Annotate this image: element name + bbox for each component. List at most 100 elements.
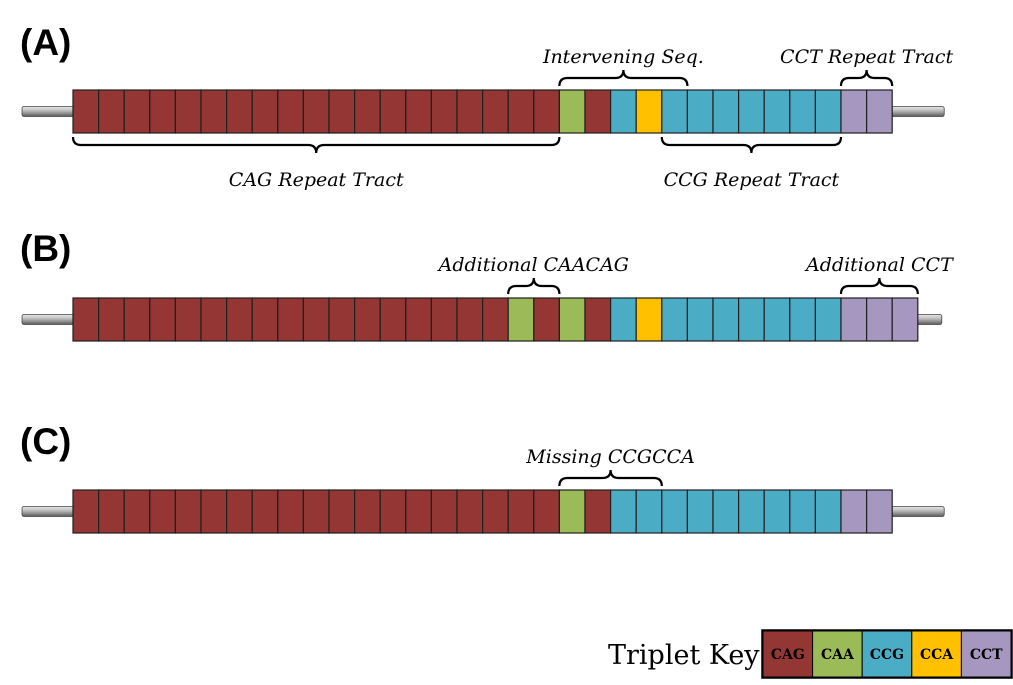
triplet-cell-cag [251, 297, 279, 342]
triplet-cell-cag [226, 489, 253, 534]
triplet-cell-cag [405, 297, 432, 342]
triplet-cell-cag [507, 489, 535, 534]
triplet-cell-cag [149, 89, 177, 134]
annotation-brace [558, 469, 663, 487]
triplet-cell-cag [456, 489, 484, 534]
triplet-cell-ccg [712, 297, 740, 342]
panel-a: Intervening Seq. CCT Repeat Tract CAG Repe… [21, 46, 954, 191]
triplet-cell-cct [865, 89, 893, 134]
triplet-cell-cag [72, 297, 100, 342]
triplet-key-frame [761, 629, 1013, 679]
triplet-cell-cag [328, 297, 356, 342]
annotation-brace [71, 136, 561, 154]
triplet-cell-ccg [814, 489, 842, 534]
triplet-cell-cag [72, 489, 100, 534]
triplet-cell-cca [635, 297, 663, 342]
triplet-cell-cag [149, 489, 177, 534]
triplet-cell-caa [558, 89, 586, 134]
triplet-cell-cag [584, 297, 612, 342]
key-swatch-cct [960, 630, 1012, 678]
triplet-cell-cag [430, 89, 458, 134]
triplet-cell-cag [72, 89, 100, 134]
backbone-left [21, 314, 76, 325]
triplet-cell-cag [354, 89, 381, 134]
triplet-cell-cct [865, 297, 893, 342]
triplet-cell-cag [174, 297, 202, 342]
key-swatch-cca [911, 630, 962, 678]
triplet-cell-cag [430, 297, 458, 342]
triplet-cell-cag [405, 89, 432, 134]
triplet-cell-ccg [661, 89, 688, 134]
key-label-caa: CAA [821, 647, 855, 663]
triplet-cell-cag [584, 89, 612, 134]
panel-label-b: (B) [20, 228, 71, 269]
triplet-cell-cag [123, 489, 151, 534]
triplet-cell-cag [456, 297, 484, 342]
triplet-cell-ccg [661, 489, 688, 534]
triplet-cell-cag [533, 89, 560, 134]
triplet-cell-ccg [737, 489, 765, 534]
triplet-key-title: Triplet Key: [608, 640, 769, 671]
annotation-label: CAG Repeat Tract [229, 169, 404, 191]
triplet-cell-ccg [789, 489, 816, 534]
triplet-cell-caa [558, 489, 586, 534]
triplet-cell-ccg [763, 489, 791, 534]
panel-b: Additional CAACAG Additional CCT [21, 254, 954, 342]
triplet-cell-cag [200, 297, 228, 342]
annotation-brace [558, 69, 689, 87]
triplet-cell-cct [891, 297, 919, 342]
triplet-cell-cag [97, 297, 125, 342]
triplet-cell-cag [379, 89, 407, 134]
triplet-cell-cag [533, 297, 560, 342]
backbone-right [889, 106, 945, 117]
triplet-cell-cag [354, 489, 381, 534]
triplet-cell-cag [302, 489, 330, 534]
triplet-cell-ccg [609, 297, 637, 342]
key-label-cct: CCT [970, 647, 1003, 663]
triplet-cell-cct [840, 489, 868, 534]
triplet-cell-cag [174, 489, 202, 534]
annotation-label: CCG Repeat Tract [664, 169, 840, 191]
triplet-cell-ccg [609, 89, 637, 134]
triplet-cell-ccg [712, 89, 740, 134]
triplet-cell-cag [277, 89, 304, 134]
triplet-cell-cag [379, 489, 407, 534]
backbone-right [915, 314, 943, 325]
triplet-cell-cag [149, 297, 177, 342]
triplet-cell-ccg [635, 489, 663, 534]
triplet-cell-ccg [609, 489, 637, 534]
triplet-cell-cag [533, 489, 560, 534]
triplet-cell-cag [97, 489, 125, 534]
triplet-cell-cag [277, 297, 304, 342]
triplet-cell-ccg [737, 297, 765, 342]
triplet-cell-cag [584, 489, 612, 534]
triplet-cell-cag [354, 297, 381, 342]
triplet-cell-cag [482, 89, 509, 134]
triplet-cell-ccg [763, 297, 791, 342]
triplet-cell-ccg [789, 297, 816, 342]
triplet-cell-cag [482, 297, 509, 342]
triplet-cell-caa [507, 297, 535, 342]
backbone-left [21, 106, 76, 117]
backbone-left [21, 506, 76, 517]
triplet-cell-cag [200, 489, 228, 534]
triplet-cell-ccg [686, 489, 714, 534]
key-label-ccg: CCG [870, 647, 904, 663]
triplet-cell-cct [840, 297, 868, 342]
triplet-cell-cag [123, 297, 151, 342]
key-label-cca: CCA [920, 647, 954, 663]
triplet-cell-cct [865, 489, 893, 534]
triplet-cell-cag [302, 297, 330, 342]
triplet-cell-cct [840, 89, 868, 134]
key-swatch-caa [812, 630, 863, 678]
annotation-label: Intervening Seq. [542, 46, 704, 68]
triplet-key: Triplet Key: CAG CAA CCG CCA CCT [608, 629, 1013, 679]
annotation-brace [660, 136, 843, 154]
triplet-cell-cag [277, 489, 304, 534]
triplet-cell-ccg [686, 89, 714, 134]
key-swatch-cag [762, 630, 814, 678]
triplet-cell-cag [251, 489, 279, 534]
triplet-cell-cag [226, 297, 253, 342]
triplet-cell-ccg [814, 89, 842, 134]
